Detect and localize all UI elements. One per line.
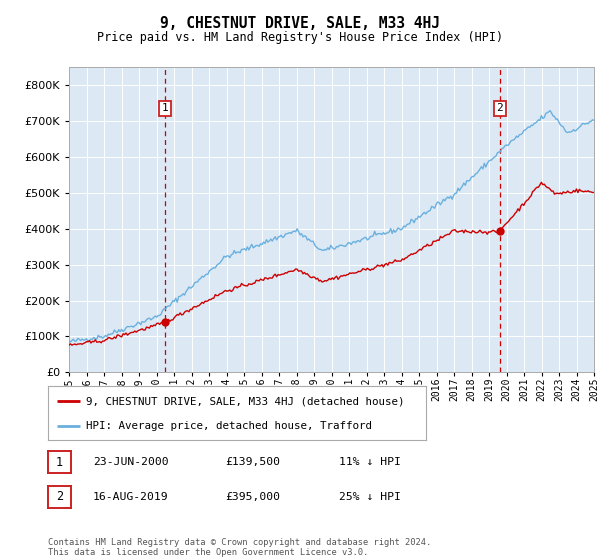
Text: 1: 1 xyxy=(161,104,168,114)
Text: 2: 2 xyxy=(496,104,503,114)
Text: 25% ↓ HPI: 25% ↓ HPI xyxy=(339,492,401,502)
Text: £395,000: £395,000 xyxy=(225,492,280,502)
Text: 23-JUN-2000: 23-JUN-2000 xyxy=(93,457,169,467)
Text: Price paid vs. HM Land Registry's House Price Index (HPI): Price paid vs. HM Land Registry's House … xyxy=(97,31,503,44)
Text: 9, CHESTNUT DRIVE, SALE, M33 4HJ: 9, CHESTNUT DRIVE, SALE, M33 4HJ xyxy=(160,16,440,31)
Text: 11% ↓ HPI: 11% ↓ HPI xyxy=(339,457,401,467)
Text: 9, CHESTNUT DRIVE, SALE, M33 4HJ (detached house): 9, CHESTNUT DRIVE, SALE, M33 4HJ (detach… xyxy=(86,396,404,407)
Text: 16-AUG-2019: 16-AUG-2019 xyxy=(93,492,169,502)
Text: HPI: Average price, detached house, Trafford: HPI: Average price, detached house, Traf… xyxy=(86,421,372,431)
Text: 1: 1 xyxy=(56,455,63,469)
Text: Contains HM Land Registry data © Crown copyright and database right 2024.
This d: Contains HM Land Registry data © Crown c… xyxy=(48,538,431,557)
Text: £139,500: £139,500 xyxy=(225,457,280,467)
Text: 2: 2 xyxy=(56,490,63,503)
